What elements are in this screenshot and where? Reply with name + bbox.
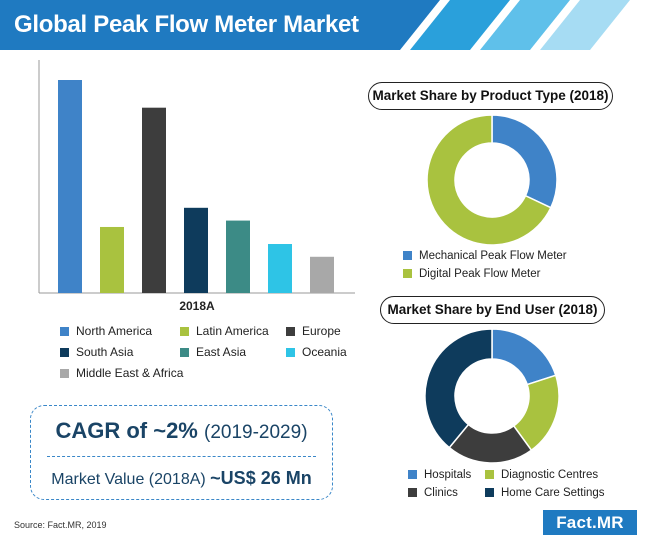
market-value-line: Market Value (2018A) ~US$ 26 Mn — [31, 468, 332, 489]
legend-swatch — [403, 269, 412, 278]
legend-item-north-america: North America — [60, 324, 152, 338]
legend-item-mechanical-peak-flow-meter: Mechanical Peak Flow Meter — [403, 250, 567, 262]
legend-label: Middle East & Africa — [76, 366, 184, 380]
legend-swatch — [408, 470, 417, 479]
legend-item-east-asia: East Asia — [180, 345, 246, 359]
legend-item-diagnostic-centres: Diagnostic Centres — [485, 469, 598, 481]
legend-label: Digital Peak Flow Meter — [419, 268, 541, 280]
legend-label: Diagnostic Centres — [501, 469, 599, 481]
legend-swatch — [485, 470, 494, 479]
product-type-donut — [426, 114, 558, 246]
legend-swatch — [286, 348, 295, 357]
legend-item-clinics: Clinics — [408, 487, 458, 499]
legend-label: Hospitals — [424, 469, 472, 481]
legend-swatch — [180, 327, 189, 336]
slice-hospitals — [491, 328, 557, 386]
legend-label: East Asia — [196, 345, 247, 359]
legend-label: Latin America — [196, 324, 269, 338]
legend-item-south-asia: South Asia — [60, 345, 133, 359]
market-value-label: Market Value (2018A) — [51, 471, 206, 488]
legend-item-europe: Europe — [286, 324, 341, 338]
legend-swatch — [60, 369, 69, 378]
source-note: Source: Fact.MR, 2019 — [14, 520, 107, 530]
legend-item-middle-east-and-africa: Middle East & Africa — [60, 366, 183, 380]
cagr-headline: CAGR of ~2% (2019-2029) — [31, 418, 332, 444]
slice-digital-peak-flow-meter — [426, 114, 552, 246]
legend-label: Europe — [302, 324, 341, 338]
legend-swatch — [180, 348, 189, 357]
legend-label: Oceania — [302, 345, 347, 359]
legend-swatch — [403, 251, 412, 260]
logo-text: Fact — [556, 513, 592, 532]
page-title: Global Peak Flow Meter Market — [14, 11, 359, 38]
legend-swatch — [286, 327, 295, 336]
cagr-box: CAGR of ~2% (2019-2029) Market Value (20… — [30, 405, 333, 500]
legend-item-oceania: Oceania — [286, 345, 347, 359]
cagr-period: (2019-2029) — [204, 422, 308, 443]
bar-north-america — [58, 80, 82, 293]
logo-suffix: MR — [596, 513, 624, 532]
fact-mr-logo: Fact.MR — [543, 510, 637, 535]
legend-swatch — [485, 488, 494, 497]
legend-label: South Asia — [76, 345, 134, 359]
product-type-chart-title: Market Share by Product Type (2018) — [368, 82, 613, 110]
bar-middle-east-and-africa — [310, 256, 334, 293]
legend-label: Mechanical Peak Flow Meter — [419, 250, 567, 262]
bar-oceania — [268, 244, 292, 293]
slice-home-care-settings — [424, 328, 493, 449]
cagr-divider — [47, 456, 316, 457]
legend-swatch — [60, 348, 69, 357]
legend-label: North America — [76, 324, 153, 338]
end-user-chart-title: Market Share by End User (2018) — [380, 296, 605, 324]
legend-item-digital-peak-flow-meter: Digital Peak Flow Meter — [403, 268, 540, 280]
bar-europe — [142, 107, 166, 293]
regional-bar-chart: 2018A — [38, 60, 355, 313]
legend-item-hospitals: Hospitals — [408, 469, 471, 481]
title-banner — [0, 0, 630, 50]
legend-label: Clinics — [424, 487, 458, 499]
cagr-label: CAGR of ~2% — [55, 418, 198, 443]
legend-label: Home Care Settings — [501, 487, 605, 499]
end-user-donut — [424, 328, 560, 464]
bar-latin-america — [100, 226, 124, 293]
logo-dot: . — [591, 513, 597, 532]
bar-east-asia — [226, 220, 250, 293]
legend-swatch — [408, 488, 417, 497]
market-value: ~US$ 26 Mn — [210, 468, 312, 488]
bar-south-asia — [184, 207, 208, 293]
x-axis-tick-label: 2018A — [179, 299, 215, 313]
legend-item-latin-america: Latin America — [180, 324, 269, 338]
legend-swatch — [60, 327, 69, 336]
slice-mechanical-peak-flow-meter — [491, 114, 558, 209]
legend-item-home-care-settings: Home Care Settings — [485, 487, 605, 499]
